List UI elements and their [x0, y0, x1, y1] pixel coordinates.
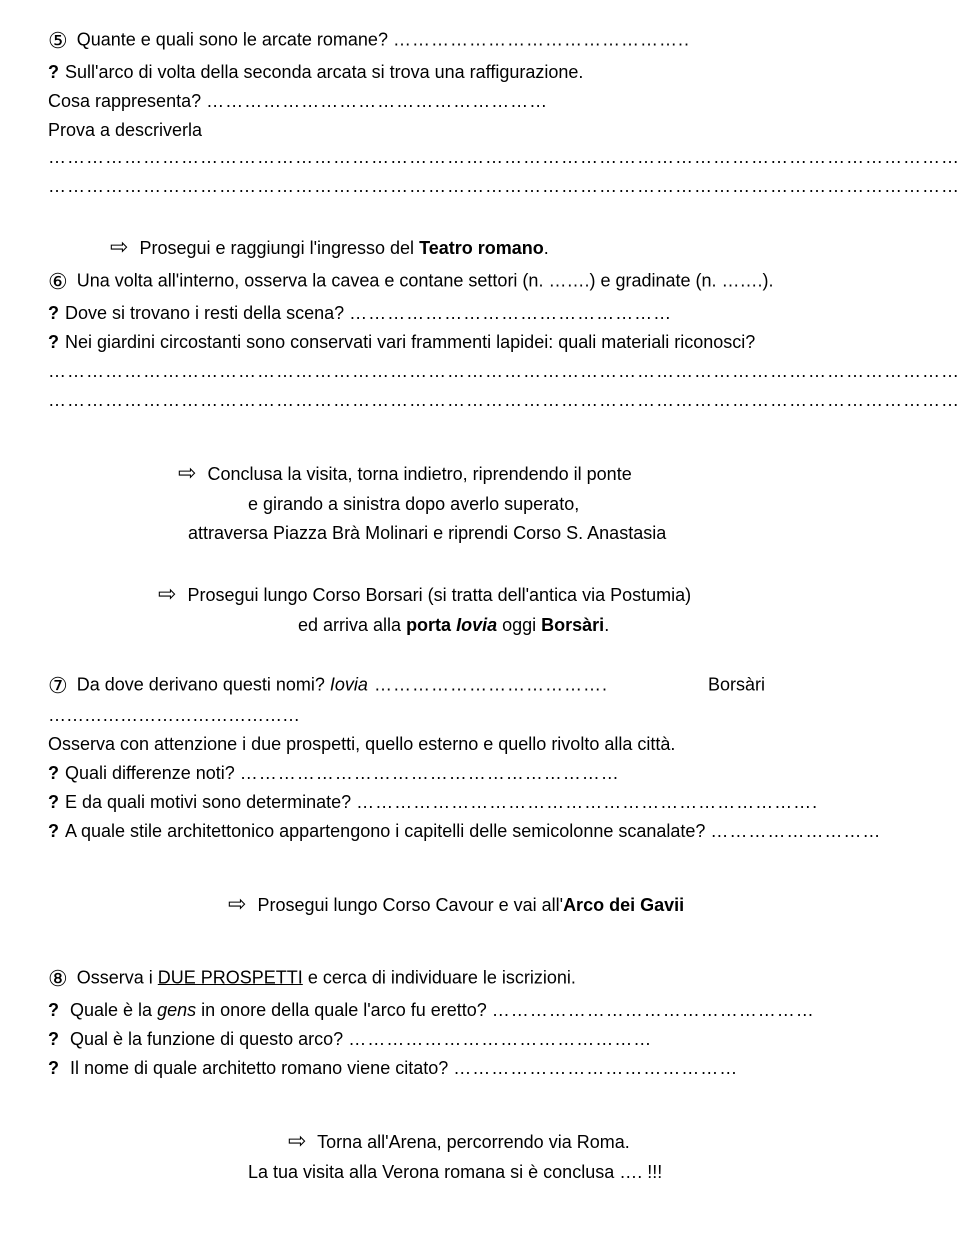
nav2-l3: attraversa Piazza Brà Molinari e riprend… — [48, 520, 912, 547]
arrow-icon: ⇨ — [228, 887, 246, 920]
q8-l3a: Qual è la funzione di questo arco? — [70, 1029, 348, 1049]
arrow-icon: ⇨ — [158, 577, 176, 610]
q7-l4a: E da quali motivi sono determinate? — [65, 792, 356, 812]
q5-line1: ⑤ Quante e quali sono le arcate romane? … — [48, 24, 912, 57]
nav1: ⇨ Prosegui e raggiungi l'ingresso del Te… — [48, 230, 912, 263]
q5-text1a: Quante e quali sono le arcate romane? — [77, 29, 393, 49]
nav1-text-c: . — [544, 238, 549, 258]
qmark-icon: ? — [48, 1058, 59, 1078]
circled-5: ⑤ — [48, 24, 68, 57]
q8-l2d: …………………………………………… — [492, 1000, 815, 1020]
nav5-text1: Torna all'Arena, percorrendo via Roma. — [317, 1132, 630, 1152]
q7-line2: Osserva con attenzione i due prospetti, … — [48, 731, 912, 758]
nav3-l2b: porta — [406, 615, 456, 635]
q7-l3b: …………………………………………………… — [240, 763, 620, 783]
circled-7: ⑦ — [48, 669, 68, 702]
q8-l4b: ……………………………………… — [453, 1058, 738, 1078]
q7-l4b: ………………………………………………………………. — [356, 792, 818, 812]
q5-line5: …………………………………………………………………………………………………………… — [48, 173, 912, 200]
nav3-l2a: ed arriva alla — [298, 615, 406, 635]
nav5-l2: La tua visita alla Verona romana si è co… — [48, 1159, 912, 1186]
q6-dots2: …………………………………………… — [349, 303, 672, 323]
q5-dots3: ……………………………………………… — [206, 91, 548, 111]
q5-text2: Sull'arco di volta della seconda arcata … — [65, 62, 583, 82]
nav3-l1: ⇨ Prosegui lungo Corso Borsari (si tratt… — [48, 577, 912, 610]
q5-line2: ? Sull'arco di volta della seconda arcata… — [48, 59, 912, 86]
q7-l1a: Da dove derivano questi nomi? — [77, 674, 330, 694]
q6-line1: ⑥ Una volta all'interno, osserva la cave… — [48, 265, 912, 298]
q8-l3b: ………………………………………… — [348, 1029, 652, 1049]
q8-l2b: gens — [157, 1000, 196, 1020]
q6-line3b: …………………………………………………………………………………………………………… — [48, 358, 912, 385]
circled-8: ⑧ — [48, 962, 68, 995]
nav2-text1: Conclusa la visita, torna indietro, ripr… — [207, 464, 631, 484]
nav4-text-a: Prosegui lungo Corso Cavour e vai all' — [257, 895, 563, 915]
nav3-l2f: . — [604, 615, 609, 635]
qmark-icon: ? — [48, 763, 59, 783]
q8-l1c: e cerca di individuare le iscrizioni. — [303, 967, 576, 987]
q8-line2: ? Quale è la gens in onore della quale l… — [48, 997, 912, 1024]
q5-text4a: Prova a descriverla — [48, 120, 202, 140]
q7-l5a: A quale stile architettonico appartengon… — [65, 821, 710, 841]
q8-l1b: DUE PROSPETTI — [158, 967, 303, 987]
q6-text1: Una volta all'interno, osserva la cavea … — [77, 270, 774, 290]
nav2-l1: ⇨ Conclusa la visita, torna indietro, ri… — [48, 456, 912, 489]
qmark-icon: ? — [48, 332, 59, 352]
q7-l1c: ………………………………. — [368, 674, 608, 694]
qmark-icon: ? — [48, 62, 59, 82]
nav1-text-a: Prosegui e raggiungi l'ingresso del — [139, 238, 419, 258]
nav3-text1: Prosegui lungo Corso Borsari (si tratta … — [187, 585, 691, 605]
nav4-text-b: Arco dei Gavii — [563, 895, 684, 915]
q7-l3a: Quali differenze noti? — [65, 763, 240, 783]
nav5-l1: ⇨ Torna all'Arena, percorrendo via Roma. — [48, 1124, 912, 1157]
q6-text2a: Dove si trovano i resti della scena? — [65, 303, 349, 323]
q8-line3: ? Qual è la funzione di questo arco? ………… — [48, 1026, 912, 1053]
arrow-icon: ⇨ — [178, 456, 196, 489]
q8-l2a: Quale è la — [70, 1000, 157, 1020]
arrow-icon: ⇨ — [288, 1124, 306, 1157]
q7-line1: ⑦ Da dove derivano questi nomi? Iovia ……… — [48, 669, 912, 729]
q8-l2c: in onore della quale l'arco fu eretto? — [196, 1000, 492, 1020]
q5-dots4: …………………………………………………………………………………………………………… — [48, 147, 960, 167]
qmark-icon: ? — [48, 821, 59, 841]
q7-line3: ? Quali differenze noti? …………………………………………… — [48, 760, 912, 787]
q6-text3a: Nei giardini circostanti sono conservati… — [65, 332, 755, 352]
q5-line4: Prova a descriverla ……………………………………………………… — [48, 117, 912, 171]
q7-line4: ? E da quali motivi sono determinate? ………… — [48, 789, 912, 816]
nav3-l2: ed arriva alla porta Iovia oggi Borsàri. — [48, 612, 912, 639]
q5-line3: Cosa rappresenta? ……………………………………………… — [48, 88, 912, 115]
qmark-icon: ? — [48, 1029, 59, 1049]
nav4: ⇨ Prosegui lungo Corso Cavour e vai all'… — [48, 887, 912, 920]
nav3-l2d: oggi — [497, 615, 541, 635]
nav3-l2c: Iovia — [456, 615, 497, 635]
q6-line3: ? Nei giardini circostanti sono conservat… — [48, 329, 912, 356]
qmark-icon: ? — [48, 1000, 59, 1020]
nav2-l2: e girando a sinistra dopo averlo superat… — [48, 491, 912, 518]
q5-dots1: ……………………………………….. — [393, 29, 690, 49]
arrow-icon: ⇨ — [110, 230, 128, 263]
qmark-icon: ? — [48, 303, 59, 323]
q6-line4: …………………………………………………………………………………………………………… — [48, 387, 912, 414]
qmark-icon: ? — [48, 792, 59, 812]
q8-line1: ⑧ Osserva i DUE PROSPETTI e cerca di ind… — [48, 962, 912, 995]
q7-l1b: Iovia — [330, 674, 368, 694]
q8-line4: ? Il nome di quale architetto romano vie… — [48, 1055, 912, 1082]
q8-l1a: Osserva i — [77, 967, 158, 987]
q8-l4a: Il nome di quale architetto romano viene… — [70, 1058, 453, 1078]
q5-text3a: Cosa rappresenta? — [48, 91, 206, 111]
circled-6: ⑥ — [48, 265, 68, 298]
q7-l5b: ……………………… — [710, 821, 881, 841]
nav1-text-b: Teatro romano — [419, 238, 544, 258]
q7-line5: ? A quale stile architettonico appartengo… — [48, 818, 912, 845]
q6-line2: ? Dove si trovano i resti della scena? ……… — [48, 300, 912, 327]
nav3-l2e: Borsàri — [541, 615, 604, 635]
